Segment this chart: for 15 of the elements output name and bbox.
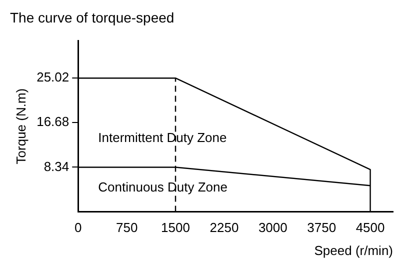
- annotation: Intermittent Duty Zone: [98, 130, 227, 145]
- chart-title: The curve of torque-speed: [10, 9, 174, 26]
- annotation: Continuous Duty Zone: [98, 179, 228, 194]
- y-tick-label: 8.34: [44, 158, 70, 174]
- x-axis-title: Speed (r/min): [314, 242, 393, 258]
- x-tick-label: 1500: [161, 220, 190, 236]
- x-tick-label: 0: [74, 220, 82, 236]
- x-tick-label: 4500: [356, 220, 385, 236]
- x-tick-label: 2250: [210, 220, 239, 236]
- x-tick-label: 750: [116, 220, 138, 236]
- x-tick-label: 3000: [258, 220, 288, 236]
- y-tick-label: 25.02: [36, 70, 70, 85]
- y-axis-title: Torque (N.m): [13, 88, 28, 164]
- x-tick-label: 3750: [307, 220, 336, 236]
- y-tick-label: 16.68: [36, 114, 70, 130]
